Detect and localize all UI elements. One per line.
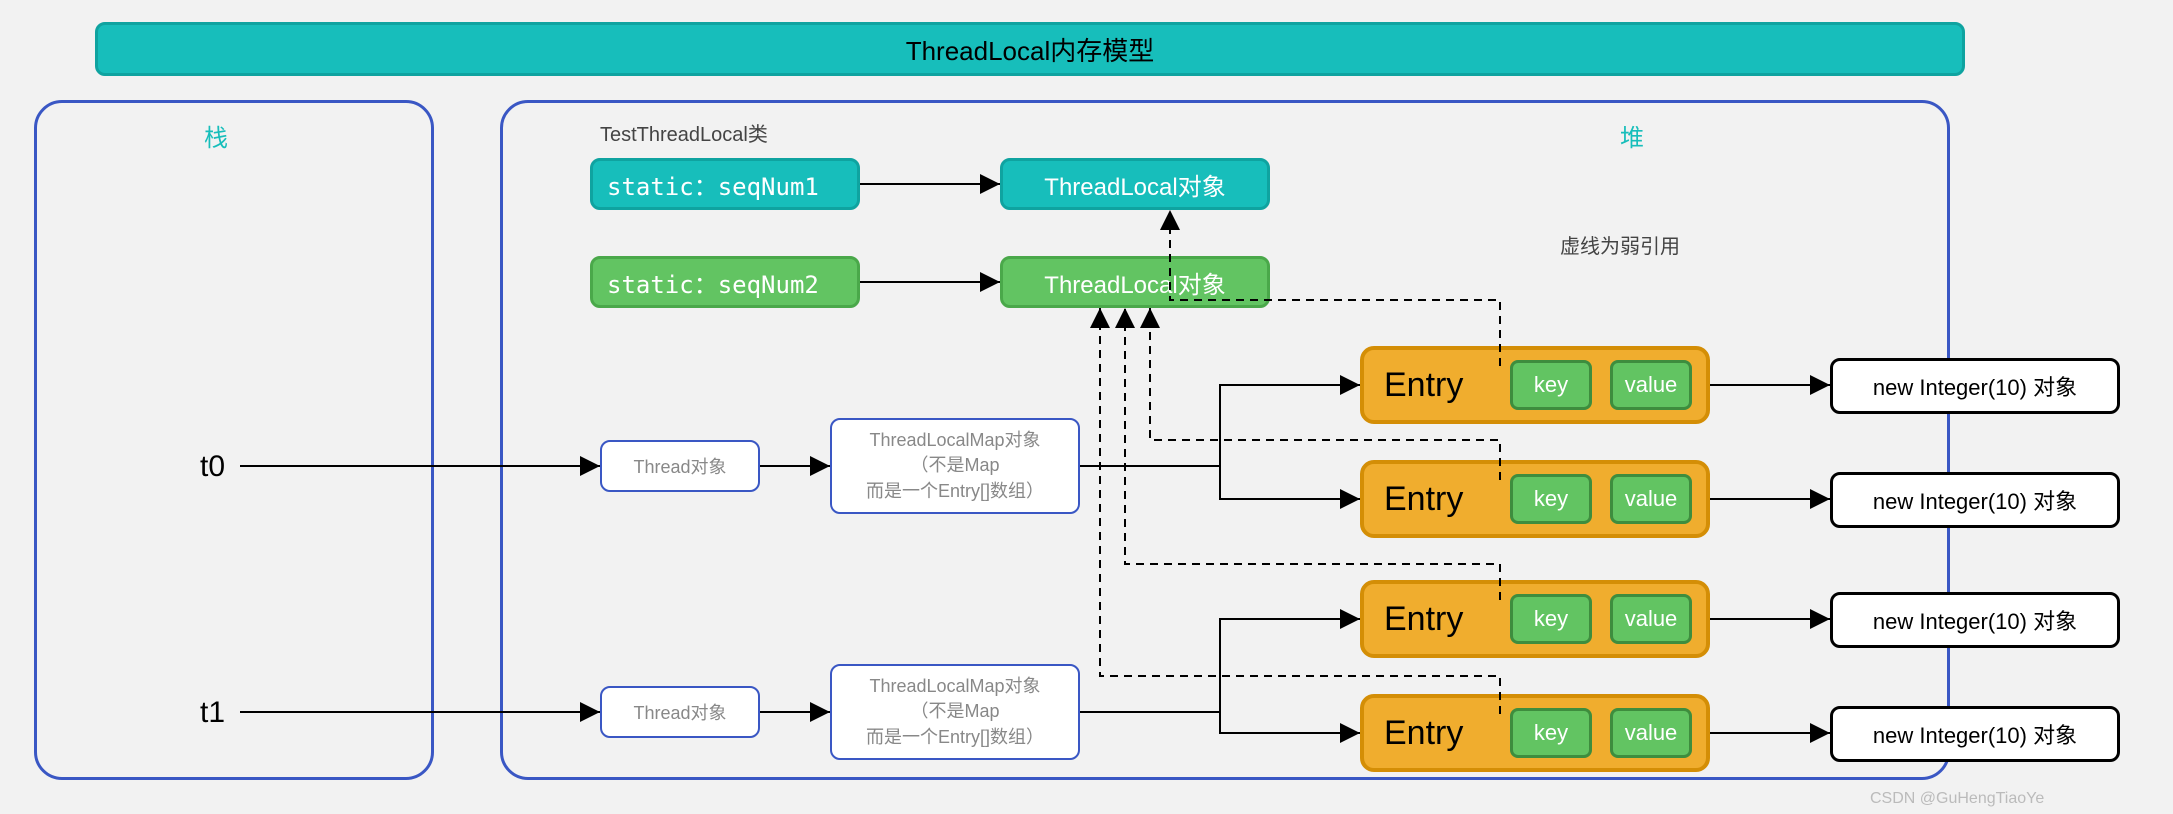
- entry3-label: Entry: [1384, 714, 1463, 753]
- heap-label: 堆: [1620, 118, 1644, 153]
- entry2-value: value: [1610, 594, 1692, 644]
- ni1: new Integer(10) 对象: [1873, 484, 2077, 516]
- map1-l2: （不是Map: [910, 699, 999, 724]
- thread-obj-1: Thread对象: [600, 686, 760, 738]
- new-integer-2: new Integer(10) 对象: [1830, 592, 2120, 648]
- map0-l3: 而是一个Entry[]数组）: [866, 479, 1044, 504]
- diagram-canvas: ThreadLocal内存模型 栈 堆 TestThreadLocal类 虚线为…: [0, 0, 2173, 814]
- map0-l2: （不是Map: [910, 453, 999, 478]
- entry-0: Entry key value: [1360, 346, 1710, 424]
- entry3-value: value: [1610, 708, 1692, 758]
- class-note: TestThreadLocal类: [600, 118, 768, 147]
- t1-label: t1: [200, 696, 225, 730]
- thread-obj-0: Thread对象: [600, 440, 760, 492]
- map0-l1: ThreadLocalMap对象: [869, 428, 1040, 453]
- entry2-key: key: [1510, 594, 1592, 644]
- thread0-text: Thread对象: [633, 453, 726, 479]
- threadlocal-obj-1: ThreadLocal对象: [1000, 158, 1270, 210]
- threadlocal-obj-2: ThreadLocal对象: [1000, 256, 1270, 308]
- title-text: ThreadLocal内存模型: [906, 31, 1155, 68]
- new-integer-1: new Integer(10) 对象: [1830, 472, 2120, 528]
- map1-l3: 而是一个Entry[]数组）: [866, 725, 1044, 750]
- threadlocalmap-1: ThreadLocalMap对象 （不是Map 而是一个Entry[]数组）: [830, 664, 1080, 760]
- entry3-key: key: [1510, 708, 1592, 758]
- stack-region: [34, 100, 434, 780]
- weak-reference-note: 虚线为弱引用: [1560, 230, 1680, 259]
- entry0-key: key: [1510, 360, 1592, 410]
- static-seqnum1: static：seqNum1: [590, 158, 860, 210]
- seqnum2-text: static：seqNum2: [607, 265, 819, 300]
- entry-1: Entry key value: [1360, 460, 1710, 538]
- stack-label: 栈: [204, 118, 228, 153]
- thread1-text: Thread对象: [633, 699, 726, 725]
- watermark: CSDN @GuHengTiaoYe: [1870, 790, 2044, 808]
- entry-3: Entry key value: [1360, 694, 1710, 772]
- seqnum1-text: static：seqNum1: [607, 167, 819, 202]
- title-banner: ThreadLocal内存模型: [95, 22, 1965, 76]
- threadlocalmap-0: ThreadLocalMap对象 （不是Map 而是一个Entry[]数组）: [830, 418, 1080, 514]
- entry1-label: Entry: [1384, 480, 1463, 519]
- ni0: new Integer(10) 对象: [1873, 370, 2077, 402]
- t0-label: t0: [200, 450, 225, 484]
- new-integer-0: new Integer(10) 对象: [1830, 358, 2120, 414]
- static-seqnum2: static：seqNum2: [590, 256, 860, 308]
- entry-2: Entry key value: [1360, 580, 1710, 658]
- tlobj2-text: ThreadLocal对象: [1044, 265, 1225, 300]
- ni2: new Integer(10) 对象: [1873, 604, 2077, 636]
- entry2-label: Entry: [1384, 600, 1463, 639]
- entry1-key: key: [1510, 474, 1592, 524]
- ni3: new Integer(10) 对象: [1873, 718, 2077, 750]
- entry0-value: value: [1610, 360, 1692, 410]
- new-integer-3: new Integer(10) 对象: [1830, 706, 2120, 762]
- map1-l1: ThreadLocalMap对象: [869, 674, 1040, 699]
- entry1-value: value: [1610, 474, 1692, 524]
- entry0-label: Entry: [1384, 366, 1463, 405]
- tlobj1-text: ThreadLocal对象: [1044, 167, 1225, 202]
